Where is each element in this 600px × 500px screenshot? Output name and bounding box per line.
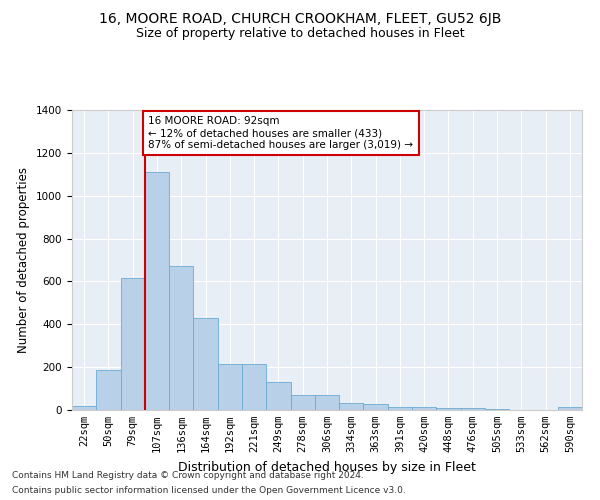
Bar bbox=[388, 407, 412, 410]
Bar bbox=[193, 318, 218, 410]
Bar bbox=[436, 408, 461, 410]
Y-axis label: Number of detached properties: Number of detached properties bbox=[17, 167, 31, 353]
Bar bbox=[315, 395, 339, 410]
Bar bbox=[96, 370, 121, 410]
Bar bbox=[290, 395, 315, 410]
Bar bbox=[266, 382, 290, 410]
Bar bbox=[121, 278, 145, 410]
Bar bbox=[242, 364, 266, 410]
Text: 16, MOORE ROAD, CHURCH CROOKHAM, FLEET, GU52 6JB: 16, MOORE ROAD, CHURCH CROOKHAM, FLEET, … bbox=[99, 12, 501, 26]
Bar bbox=[412, 407, 436, 410]
Bar bbox=[364, 404, 388, 410]
Text: Size of property relative to detached houses in Fleet: Size of property relative to detached ho… bbox=[136, 28, 464, 40]
Text: Contains public sector information licensed under the Open Government Licence v3: Contains public sector information licen… bbox=[12, 486, 406, 495]
Bar bbox=[461, 408, 485, 410]
Bar bbox=[169, 266, 193, 410]
Bar bbox=[339, 402, 364, 410]
Bar bbox=[145, 172, 169, 410]
X-axis label: Distribution of detached houses by size in Fleet: Distribution of detached houses by size … bbox=[178, 460, 476, 473]
Bar bbox=[72, 406, 96, 410]
Bar bbox=[218, 364, 242, 410]
Text: Contains HM Land Registry data © Crown copyright and database right 2024.: Contains HM Land Registry data © Crown c… bbox=[12, 471, 364, 480]
Bar bbox=[558, 407, 582, 410]
Text: 16 MOORE ROAD: 92sqm
← 12% of detached houses are smaller (433)
87% of semi-deta: 16 MOORE ROAD: 92sqm ← 12% of detached h… bbox=[149, 116, 413, 150]
